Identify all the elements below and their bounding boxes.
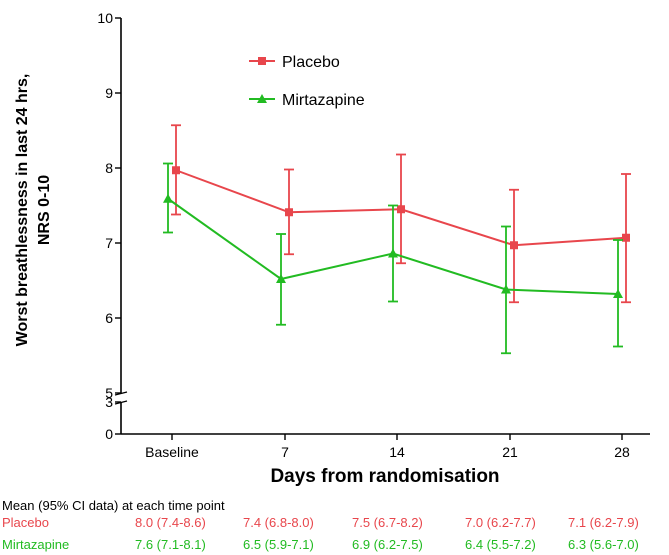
data-point-marker [397, 205, 405, 214]
data-point-marker [510, 241, 518, 250]
y-tick-label: 6 [105, 310, 113, 326]
data-point-marker [622, 233, 630, 242]
summary-table-cell: 7.1 (6.2-7.9) [568, 515, 639, 530]
data-point-marker [163, 193, 173, 203]
summary-table-cell: 7.0 (6.2-7.7) [465, 515, 536, 530]
x-tick-label: 7 [281, 444, 289, 460]
data-point-marker [172, 166, 180, 175]
y-axis-title-line: Worst breathlessness in last 24 hrs, [14, 74, 31, 347]
data-point-marker [613, 289, 623, 298]
data-point-marker [501, 284, 511, 294]
data-point-marker [285, 208, 293, 217]
legend-marker [257, 94, 267, 103]
summary-table-cell: 6.3 (5.6-7.0) [568, 537, 639, 552]
summary-table-cell: 6.5 (5.9-7.1) [243, 537, 314, 552]
legend-label: Placebo [282, 54, 340, 71]
x-tick-label: 28 [614, 444, 630, 460]
y-tick-label: 8 [105, 160, 113, 176]
y-axis-title-line: NRS 0-10 [36, 175, 53, 245]
summary-table-cell: 6.4 (5.5-7.2) [465, 537, 536, 552]
x-tick-label: 21 [502, 444, 518, 460]
summary-table-cell: 7.6 (7.1-8.1) [135, 537, 206, 552]
y-tick-label: 0 [105, 426, 113, 442]
summary-row-label: Mirtazapine [2, 537, 70, 552]
y-tick-label: 7 [105, 235, 113, 251]
line-chart: 5 6 7 8 9 10 0 3 Baseline 7 14 21 28 Days from random… [14, 10, 650, 487]
y-tick-label: 3 [105, 394, 113, 410]
data-point-marker [388, 248, 398, 258]
x-tick-label: Baseline [145, 444, 199, 460]
summary-row-label: Placebo [2, 515, 49, 530]
summary-table-cell: 7.4 (6.8-8.0) [243, 515, 314, 530]
summary-table-cell: 7.5 (6.7-8.2) [352, 515, 423, 530]
data-point-marker [276, 274, 286, 283]
y-tick-label: 10 [97, 10, 113, 26]
y-axis-title: Worst breathlessness in last 24 hrs, NRS … [14, 74, 53, 347]
summary-table-cell: 8.0 (7.4-8.6) [135, 515, 206, 530]
x-axis-title: Days from randomisation [270, 466, 499, 487]
legend-label: Mirtazapine [282, 92, 365, 109]
legend-marker [258, 57, 266, 65]
y-tick-label: 9 [105, 85, 113, 101]
y-tick-label: 5 [105, 385, 113, 401]
x-tick-label: 14 [389, 444, 405, 460]
summary-table-cell: 6.9 (6.2-7.5) [352, 537, 423, 552]
summary-table-heading: Mean (95% CI data) at each time point [2, 498, 225, 513]
